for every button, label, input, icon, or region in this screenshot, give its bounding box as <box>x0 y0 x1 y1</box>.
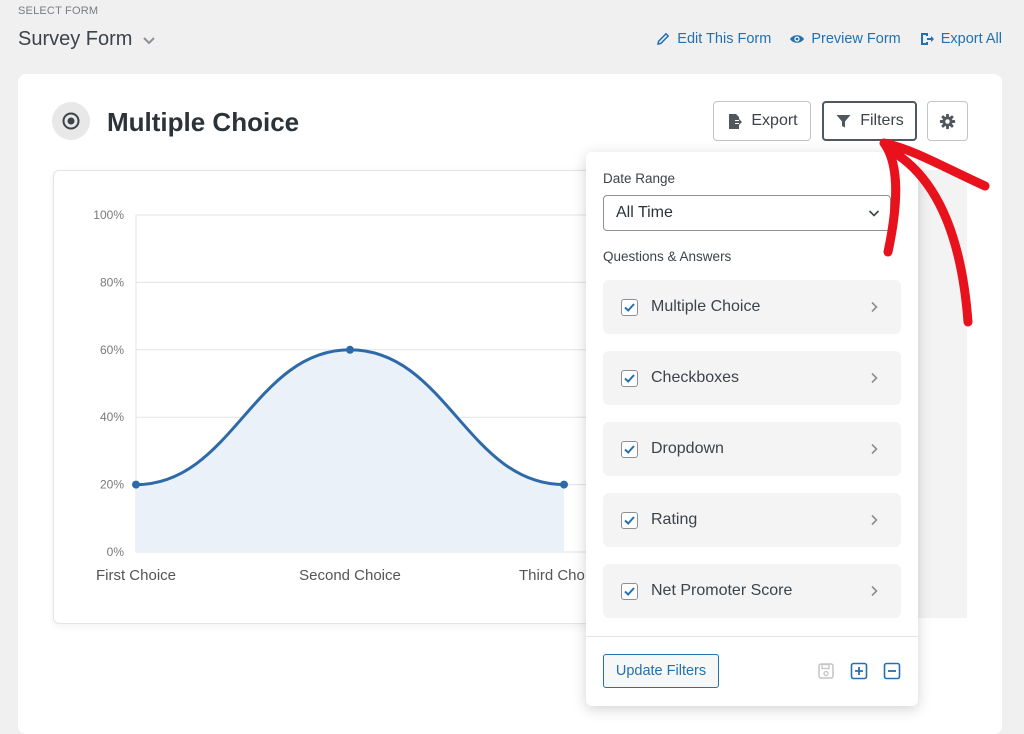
chevron-right-icon <box>871 443 878 455</box>
export-icon <box>920 33 934 45</box>
filters-button[interactable]: Filters <box>822 101 917 141</box>
filter-item[interactable]: Rating <box>603 493 901 547</box>
question-type-badge <box>52 102 90 140</box>
data-point[interactable] <box>132 480 140 489</box>
checkmark-icon <box>624 373 635 383</box>
edit-form-link[interactable]: Edit This Form <box>655 31 771 47</box>
filter-item-label: Dropdown <box>651 440 724 457</box>
export-all-label: Export All <box>940 31 1002 47</box>
update-filters-button[interactable]: Update Filters <box>603 654 719 688</box>
checkmark-icon <box>624 444 635 454</box>
chevron-right-icon <box>871 372 878 384</box>
preview-form-label: Preview Form <box>811 31 901 47</box>
collapse-all-icon[interactable] <box>882 661 902 681</box>
filter-icon <box>836 114 851 127</box>
form-selector[interactable]: Survey Form <box>18 28 156 51</box>
filter-checkbox[interactable] <box>621 298 638 316</box>
filter-item[interactable]: Checkboxes <box>603 351 901 405</box>
y-tick-label: 100% <box>93 208 124 222</box>
export-label: Export <box>751 112 798 129</box>
checkmark-icon <box>624 302 635 312</box>
question-title: Multiple Choice <box>107 107 300 137</box>
x-tick-label: Third Cho <box>519 567 585 584</box>
top-actions: Edit This Form Preview Form Export All <box>655 31 1002 47</box>
checkmark-icon <box>624 515 635 525</box>
filter-checkbox[interactable] <box>621 511 638 529</box>
filter-checkbox[interactable] <box>621 582 638 600</box>
area-chart: 0% 20% 40% 60% 80% 100% First Choice Second Cho… <box>93 208 602 584</box>
chevron-down-icon <box>143 36 156 44</box>
filter-item-label: Net Promoter Score <box>651 582 793 599</box>
save-icon[interactable] <box>816 661 836 681</box>
chevron-right-icon <box>871 301 878 313</box>
filter-checkbox[interactable] <box>621 440 638 458</box>
x-tick-label: Second Choice <box>299 567 401 584</box>
radio-icon <box>62 112 80 130</box>
date-range-select[interactable]: All Time <box>603 195 891 231</box>
footer-divider <box>586 636 918 637</box>
export-all-link[interactable]: Export All <box>919 31 1002 47</box>
area-fill <box>136 349 564 552</box>
form-name: Survey Form <box>18 28 133 50</box>
settings-button[interactable] <box>927 101 968 141</box>
export-file-icon <box>729 113 743 129</box>
data-point[interactable] <box>560 480 568 489</box>
y-tick-label: 80% <box>100 275 124 289</box>
filter-item[interactable]: Net Promoter Score <box>603 564 901 618</box>
select-form-label: SELECT FORM <box>18 5 99 17</box>
eye-icon <box>790 35 805 43</box>
date-range-label: Date Range <box>603 171 676 186</box>
chevron-down-icon <box>868 210 880 217</box>
filter-item[interactable]: Multiple Choice <box>603 280 901 334</box>
expand-all-icon[interactable] <box>849 661 869 681</box>
chart-card: 0% 20% 40% 60% 80% 100% First Choice Second Cho… <box>53 170 603 624</box>
data-point[interactable] <box>346 345 354 354</box>
chevron-right-icon <box>871 514 878 526</box>
checkmark-icon <box>624 586 635 596</box>
filter-checkbox[interactable] <box>621 369 638 387</box>
preview-form-link[interactable]: Preview Form <box>789 31 901 47</box>
x-tick-label: First Choice <box>96 567 176 584</box>
filter-item[interactable]: Dropdown <box>603 422 901 476</box>
export-button[interactable]: Export <box>713 101 811 141</box>
gear-icon <box>939 113 956 129</box>
y-tick-label: 0% <box>107 545 125 559</box>
y-tick-label: 60% <box>100 343 124 357</box>
y-tick-label: 40% <box>100 410 124 424</box>
chevron-right-icon <box>871 585 878 597</box>
date-range-value: All Time <box>616 204 673 221</box>
pencil-icon <box>657 32 670 45</box>
filter-item-label: Rating <box>651 511 698 528</box>
filter-item-label: Multiple Choice <box>651 298 761 315</box>
y-tick-label: 20% <box>100 478 124 492</box>
edit-form-label: Edit This Form <box>677 31 772 47</box>
filter-item-label: Checkboxes <box>651 369 740 386</box>
questions-answers-label: Questions & Answers <box>603 249 732 264</box>
filters-dropdown: Date Range All Time Questions & Answers … <box>586 152 918 706</box>
question-panel: Multiple Choice Export Filters 0% 20% 40% <box>18 74 1002 734</box>
filters-label: Filters <box>860 112 904 129</box>
